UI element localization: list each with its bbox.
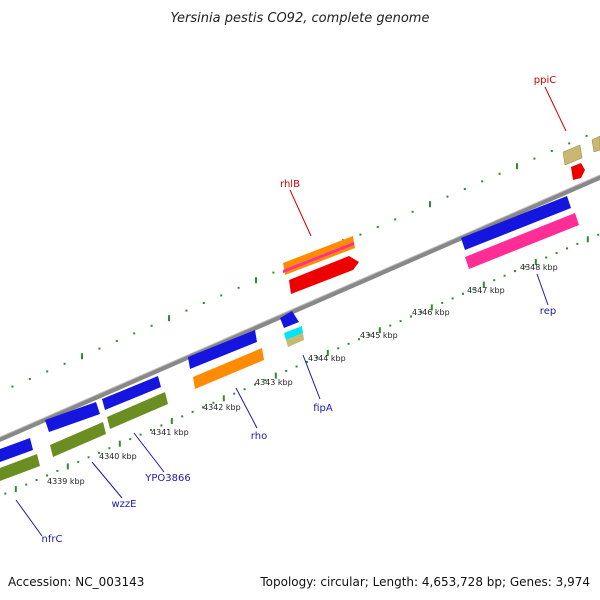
gene-rhlb[interactable]: [283, 236, 359, 294]
gene-rho[interactable]: [188, 330, 264, 389]
gene-rep[interactable]: [461, 196, 579, 269]
genome-summary-text: Topology: circular; Length: 4,653,728 bp…: [259, 575, 590, 589]
tick-label: 4345 kbp: [360, 331, 398, 340]
tick-label: 4347 kbp: [467, 286, 505, 295]
genome-backbone: [0, 174, 600, 442]
accession-text: Accession: NC_003143: [8, 575, 144, 589]
scale-ticks: 4339 kbp 4340 kbp 4341 kbp 4342 kbp 4343…: [47, 263, 558, 486]
gene-label-rep[interactable]: rep: [540, 306, 556, 317]
gene-wzze[interactable]: [45, 402, 106, 457]
tick-label: 4348 kbp: [520, 263, 558, 272]
gene-labels: ppiC rhlB rep fipA rho YPO3866 wzzE nfrC: [42, 75, 557, 545]
tick-label: 4341 kbp: [151, 428, 189, 437]
gene-label-fipa[interactable]: fipA: [313, 403, 333, 414]
tick-label: 4346 kbp: [412, 308, 450, 317]
map-title: Yersinia pestis CO92, complete genome: [171, 11, 430, 26]
gene-label-rhlb[interactable]: rhlB: [280, 179, 300, 190]
tick-label: 4343 kbp: [255, 378, 293, 387]
gene-features: [0, 135, 600, 481]
tick-label: 4344 kbp: [308, 354, 346, 363]
gene-ypo3866[interactable]: [102, 376, 168, 429]
gene-nfrc[interactable]: [0, 438, 40, 481]
gene-label-ypo3866[interactable]: YPO3866: [144, 473, 190, 484]
gene-fipa[interactable]: [280, 311, 304, 347]
gene-label-nfrc[interactable]: nfrC: [42, 534, 63, 545]
tick-label: 4342 kbp: [203, 403, 241, 412]
gene-partial-right[interactable]: [591, 135, 600, 153]
gene-label-ppic[interactable]: ppiC: [534, 75, 556, 86]
dotted-tracks: [4, 134, 600, 495]
tick-label: 4339 kbp: [47, 477, 85, 486]
tick-label: 4340 kbp: [99, 452, 137, 461]
gene-label-rho[interactable]: rho: [251, 431, 267, 442]
label-leaders: [15, 86, 567, 537]
gene-label-wzze[interactable]: wzzE: [112, 499, 137, 510]
gene-ppic[interactable]: [562, 144, 585, 180]
